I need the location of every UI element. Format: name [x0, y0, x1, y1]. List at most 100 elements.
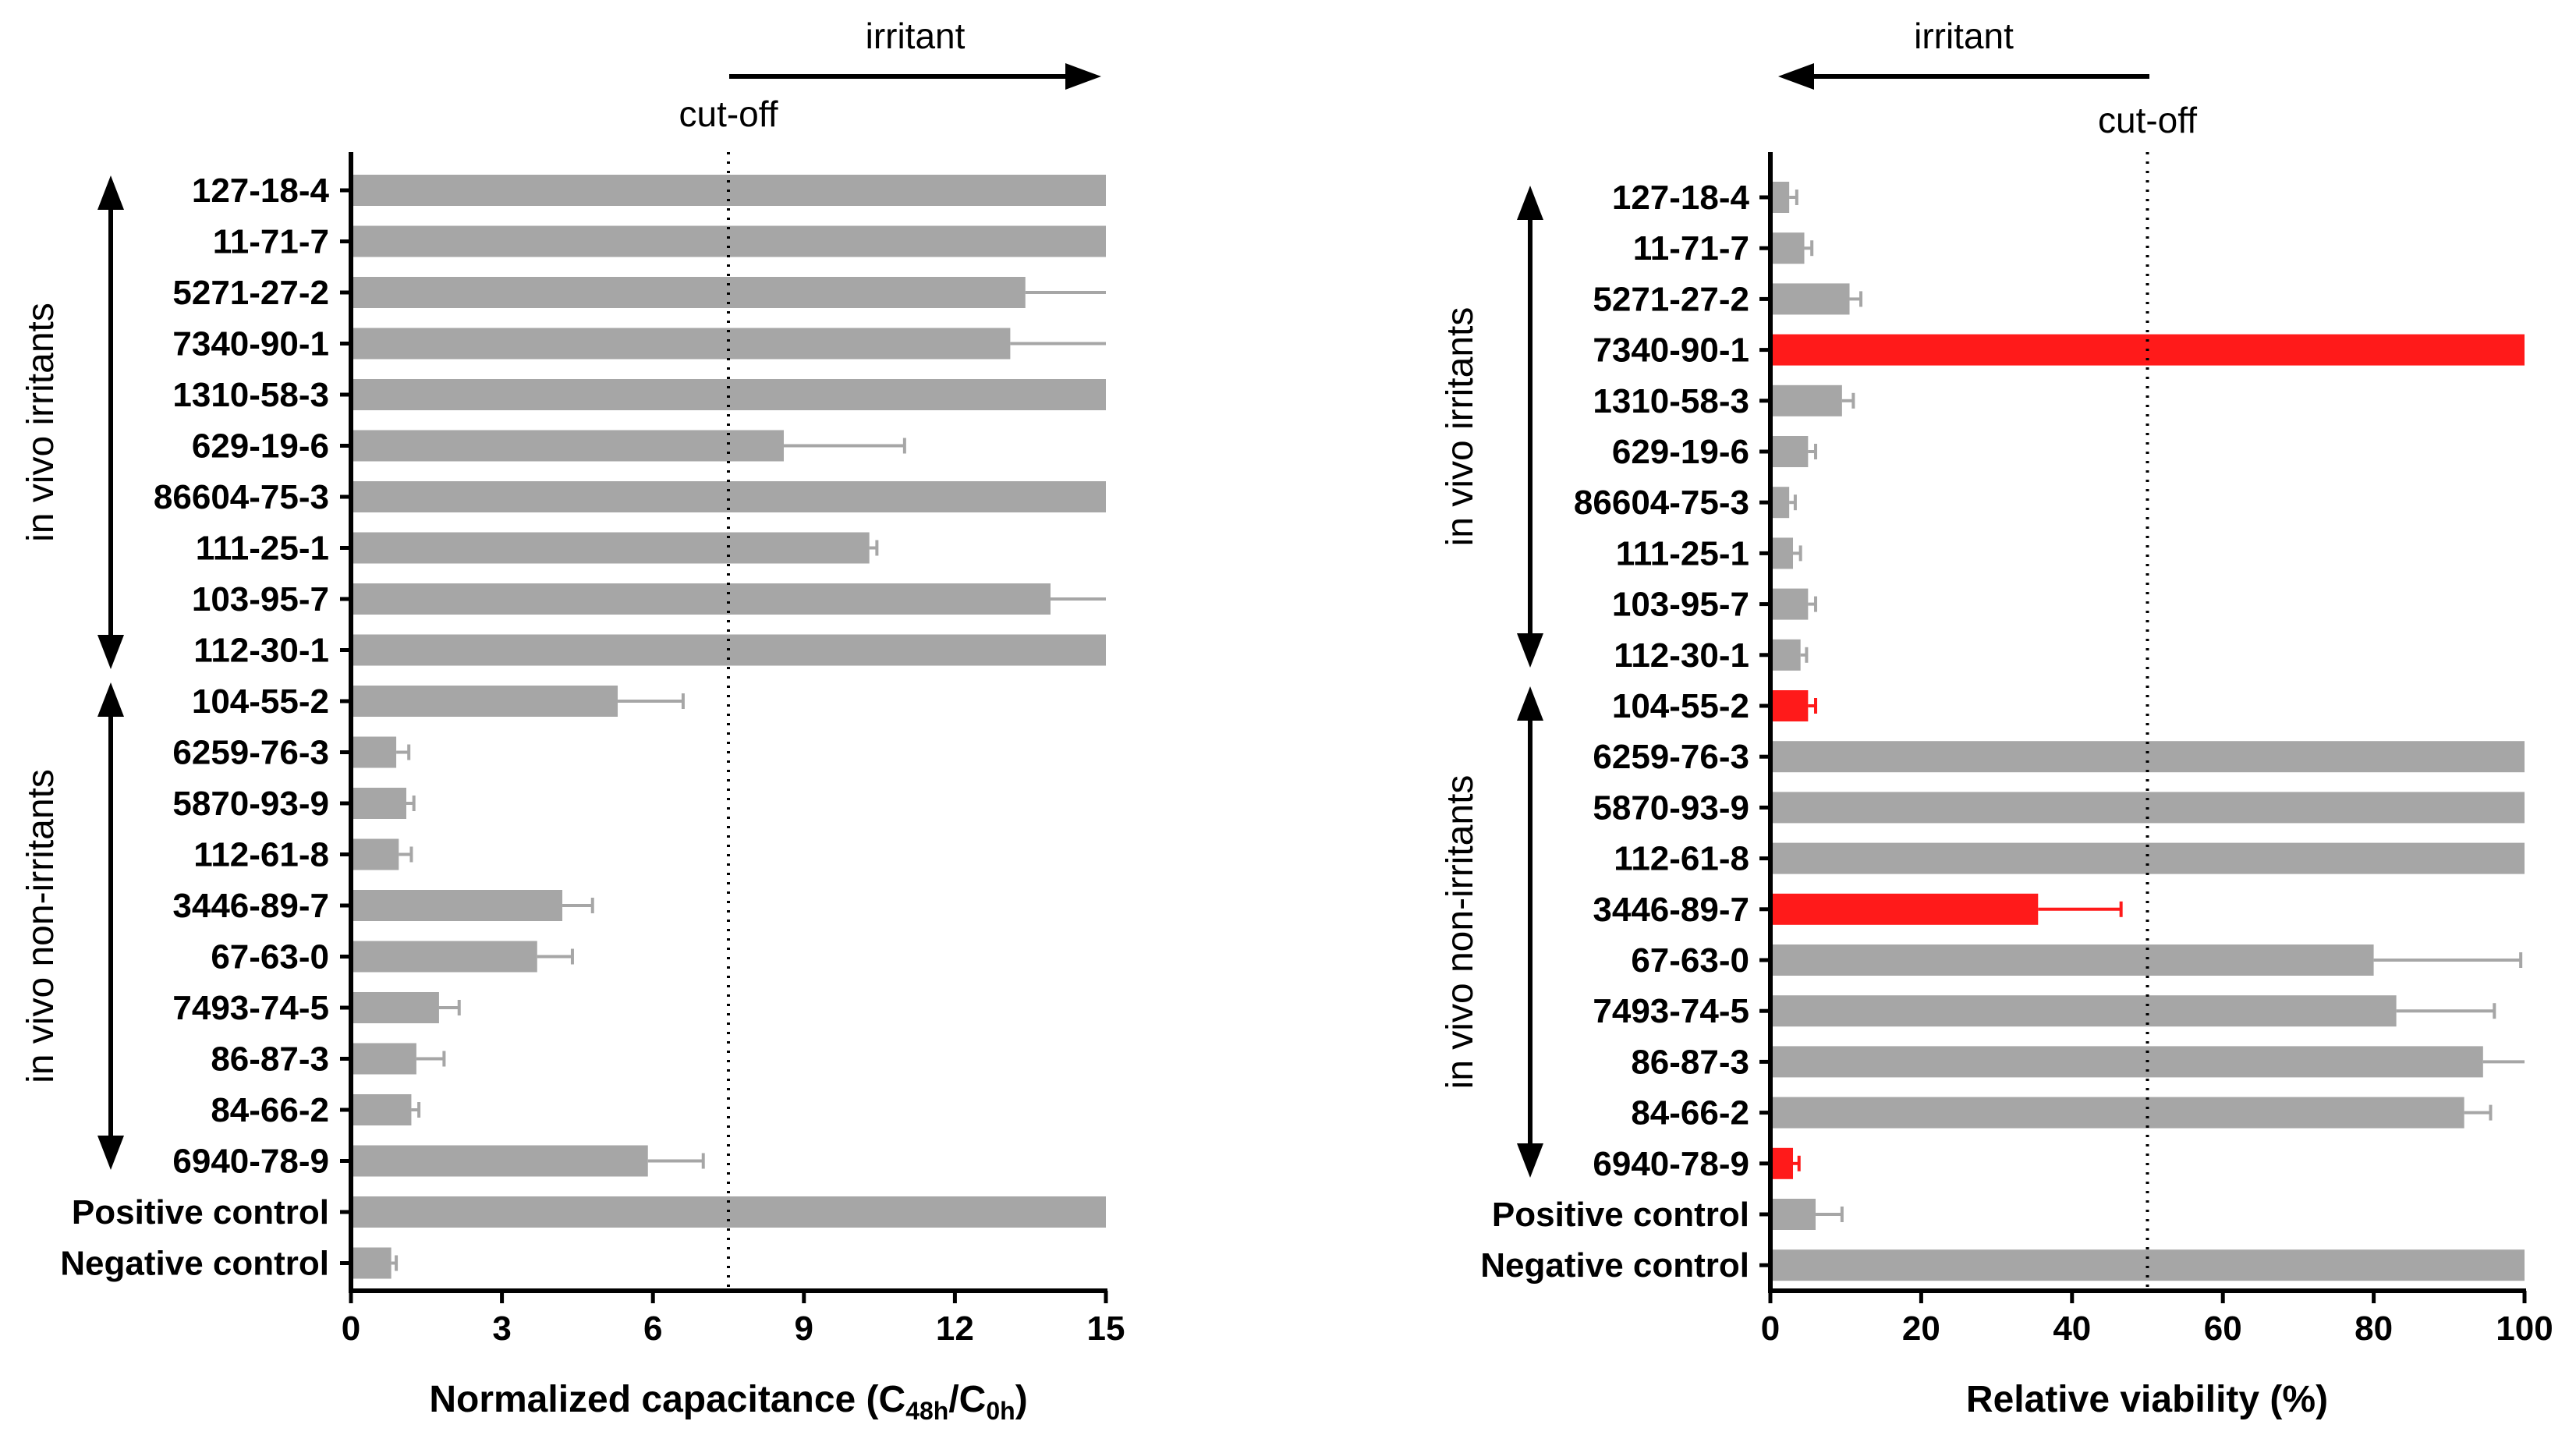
panel-viability: 127-18-4 11-71-7 5271-27-2 7340-90-1 1310-58… [1440, 16, 2553, 1420]
category-label: 7493-74-5 [1593, 992, 1749, 1030]
x-axis-title-part: ) [1015, 1379, 1028, 1420]
panel-capacitance: 127-18-4 11-71-7 5271-27-2 7340-90-1 1310-58… [20, 16, 1125, 1425]
bar-7340-90-1 [353, 328, 1011, 360]
bar-112-30-1 [1773, 639, 1801, 671]
category-label: 111-25-1 [196, 530, 329, 568]
bar-6940-78-9 [1773, 1147, 1794, 1179]
category-label: 86-87-3 [211, 1040, 329, 1079]
bar-104-55-2 [1773, 690, 1809, 721]
bar-629-19-6 [353, 430, 784, 462]
category-label: 112-61-8 [193, 836, 329, 874]
bar-84-66-2 [353, 1094, 412, 1125]
category-label: Negative control [60, 1245, 329, 1283]
category-label: 112-30-1 [1614, 636, 1749, 675]
bar-5271-27-2 [1773, 283, 1850, 315]
x-tick-label: 100 [2496, 1309, 2553, 1348]
category-label: 104-55-2 [1612, 687, 1749, 725]
irritant-arrow-head [1778, 63, 1814, 90]
group-arrow-head-down [97, 635, 124, 669]
x-tick-label: 0 [342, 1309, 360, 1348]
irritant-label: irritant [1914, 16, 2014, 56]
x-tick-label: 40 [2053, 1309, 2091, 1348]
x-axis-title-part: 0h [986, 1397, 1015, 1425]
category-label: 6259-76-3 [1593, 738, 1749, 776]
group-arrow-head-up [97, 682, 124, 717]
category-label: 84-66-2 [1631, 1094, 1749, 1132]
category-label: 104-55-2 [192, 682, 329, 721]
bar-5870-93-9 [353, 788, 406, 819]
group-arrow-head-down [1517, 633, 1543, 668]
category-label: 5271-27-2 [172, 274, 329, 312]
category-label: 3446-89-7 [172, 887, 329, 925]
bar-67-63-0 [1773, 944, 2374, 976]
x-axis-title-part: 48h [905, 1397, 948, 1425]
x-axis-title-part: /C [948, 1379, 986, 1420]
category-label: 7340-90-1 [172, 325, 329, 363]
bar-7493-74-5 [353, 992, 439, 1023]
bar-1310-58-3 [1773, 385, 1842, 416]
bar-3446-89-7 [1773, 893, 2039, 925]
category-label: 1310-58-3 [172, 376, 329, 414]
bar-6259-76-3 [353, 736, 397, 768]
bar-111-25-1 [353, 532, 870, 564]
x-tick-label: 3 [492, 1309, 511, 1348]
bar-111-25-1 [1773, 537, 1794, 569]
x-axis-title-part: Normalized capacitance (C [429, 1379, 905, 1420]
x-tick-label: 6 [643, 1309, 662, 1348]
category-label: 7493-74-5 [172, 989, 329, 1027]
category-label: 86-87-3 [1631, 1043, 1749, 1081]
category-label: 111-25-1 [1616, 534, 1749, 572]
category-label: 5870-93-9 [1593, 789, 1749, 827]
group-label-non-irritants: in vivo non-irritants [1440, 775, 1481, 1090]
category-label: 6940-78-9 [1593, 1145, 1749, 1183]
bar-86604-75-3 [1773, 487, 1790, 519]
category-label: 6259-76-3 [172, 734, 329, 772]
bar-67-63-0 [353, 941, 537, 973]
group-arrow-head-up [1517, 686, 1543, 721]
bar-86-87-3 [1773, 1046, 2483, 1078]
category-label: 3446-89-7 [1593, 891, 1749, 929]
cutoff-label: cut-off [679, 94, 778, 134]
category-label: 103-95-7 [1612, 586, 1749, 624]
category-label: 67-63-0 [211, 938, 329, 976]
bar-103-95-7 [1773, 588, 1809, 620]
x-axis-title: Normalized capacitance (C48h/C0h) [429, 1379, 1027, 1425]
group-arrow-head-down [97, 1136, 124, 1170]
bar-7493-74-5 [1773, 995, 2397, 1027]
group-label-irritants: in vivo irritants [1440, 307, 1481, 547]
category-label: 112-30-1 [193, 632, 329, 670]
x-tick-label: 20 [1902, 1309, 1940, 1348]
bar-negative-control [353, 1247, 392, 1279]
bar-629-19-6 [1773, 436, 1809, 467]
group-label-irritants: in vivo irritants [20, 303, 62, 542]
category-label: 86604-75-3 [154, 478, 329, 516]
category-label: 629-19-6 [1612, 433, 1749, 471]
bar-86-87-3 [353, 1043, 416, 1075]
irritant-label: irritant [866, 16, 966, 56]
category-label: 11-71-7 [213, 223, 329, 261]
category-label: 11-71-7 [1633, 229, 1749, 268]
bar-86604-75-3 [353, 481, 1106, 512]
bar-positive-control [1773, 1199, 1816, 1230]
bar-5271-27-2 [353, 277, 1026, 308]
group-arrow-head-up [1517, 186, 1543, 220]
bar-11-71-7 [1773, 232, 1805, 264]
category-label: Negative control [1480, 1246, 1749, 1285]
category-label: 629-19-6 [192, 427, 329, 466]
bar-11-71-7 [353, 225, 1106, 257]
group-arrow-head-down [1517, 1143, 1543, 1178]
x-tick-label: 15 [1087, 1309, 1125, 1348]
bar-104-55-2 [353, 686, 618, 717]
category-label: Positive control [72, 1193, 329, 1232]
x-tick-label: 60 [2204, 1309, 2242, 1348]
bar-6940-78-9 [353, 1145, 648, 1177]
category-label: 5271-27-2 [1593, 280, 1749, 318]
group-label-non-irritants: in vivo non-irritants [20, 769, 62, 1083]
category-label: 6940-78-9 [172, 1143, 329, 1181]
bar-127-18-4 [1773, 182, 1790, 213]
category-label: 127-18-4 [192, 172, 330, 210]
category-label: 67-63-0 [1631, 941, 1749, 980]
x-tick-label: 9 [795, 1309, 813, 1348]
x-tick-label: 0 [1761, 1309, 1780, 1348]
